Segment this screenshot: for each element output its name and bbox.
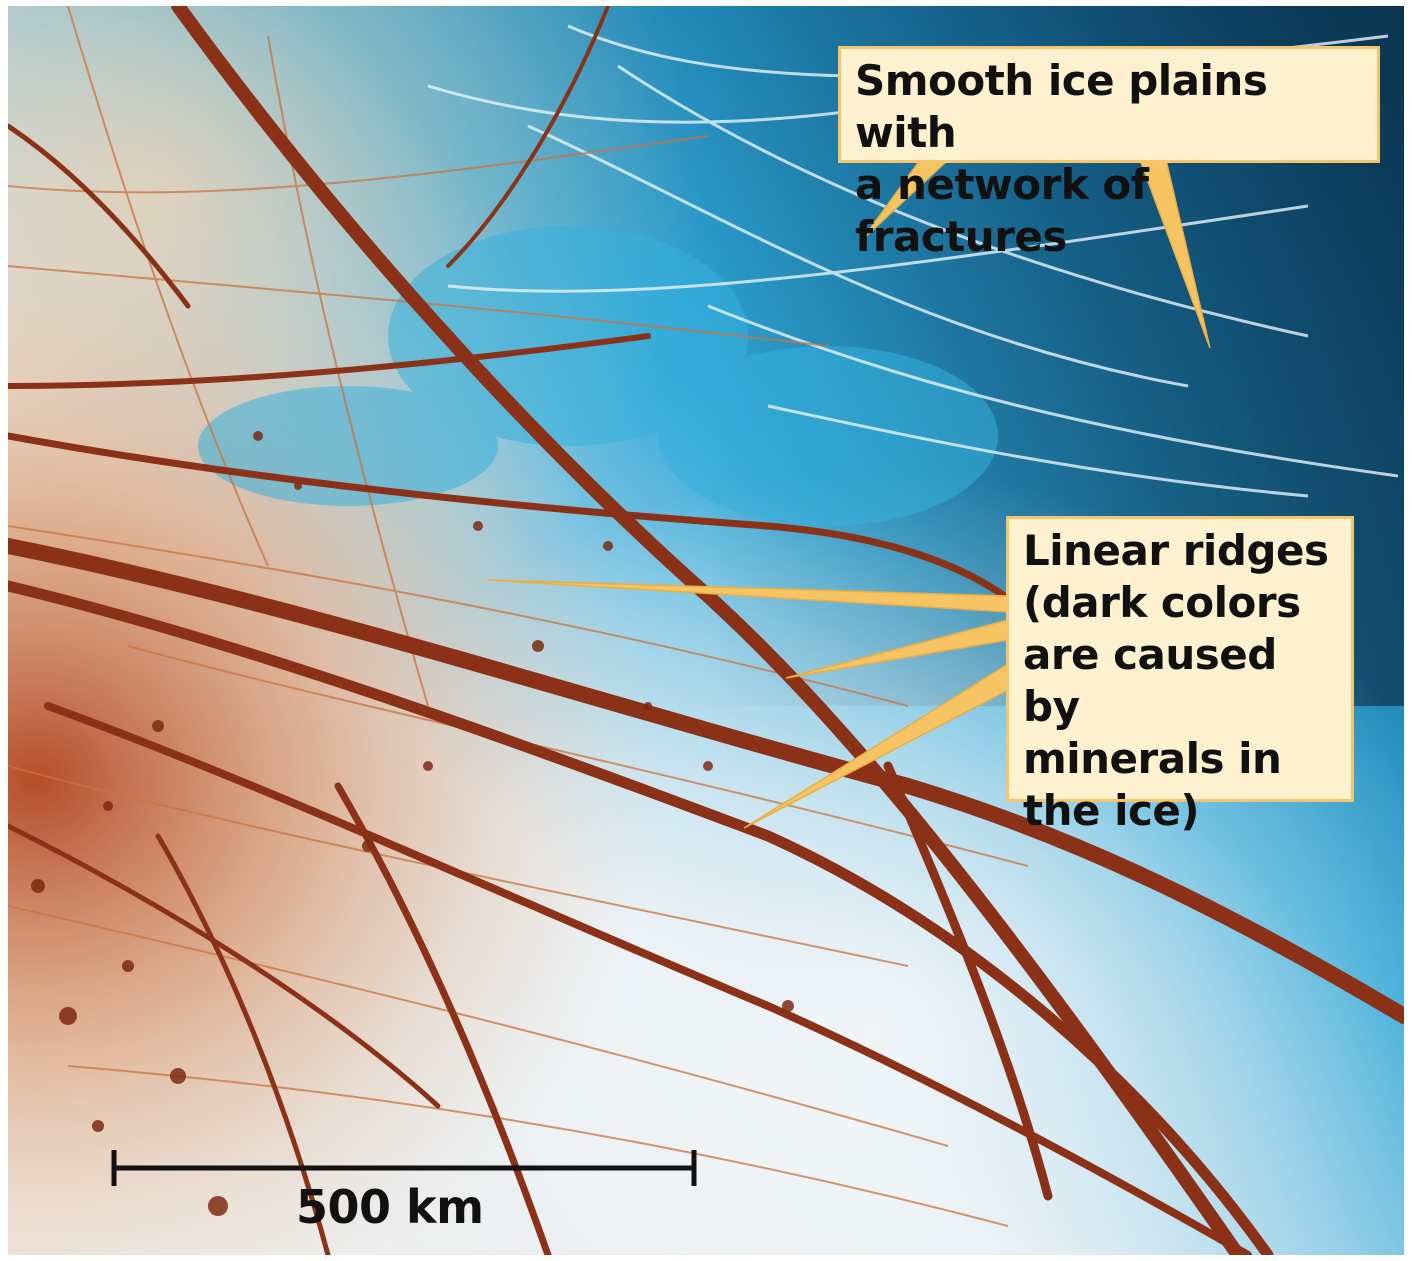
linear-ridges-callout: Linear ridges (dark colors are caused by… bbox=[1006, 516, 1354, 835]
scale-bar-label: 500 km bbox=[296, 1180, 484, 1234]
scale-bar bbox=[111, 1150, 697, 1186]
ridge-pointer-top bbox=[487, 579, 1009, 613]
ice-pointer-right bbox=[1138, 159, 1211, 349]
smooth-ice-callout: Smooth ice plains with a network of frac… bbox=[838, 46, 1380, 261]
ridge-pointer-middle bbox=[785, 619, 1009, 679]
ridge-pointer-bottom bbox=[743, 662, 1009, 829]
